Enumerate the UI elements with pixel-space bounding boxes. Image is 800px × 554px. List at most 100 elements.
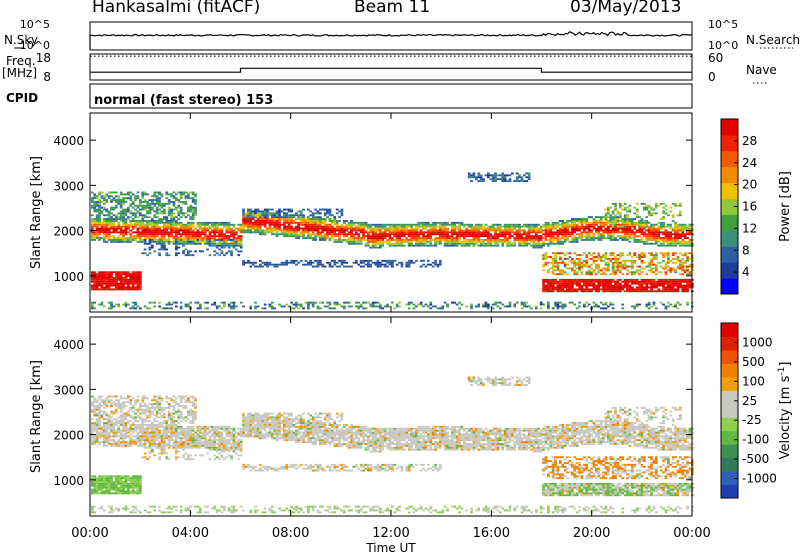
scatter-cell (127, 240, 130, 243)
scatter-cell (175, 301, 178, 304)
scatter-cell (547, 239, 550, 241)
scatter-cell (143, 223, 147, 226)
scatter-cell (220, 301, 224, 304)
scatter-cell (105, 195, 109, 198)
scatter-cell (386, 223, 389, 226)
scatter-cell (187, 237, 190, 239)
scatter-cell (621, 218, 625, 220)
scatter-cell (635, 235, 639, 238)
scatter-cell (100, 425, 104, 428)
scatter-cell (203, 225, 207, 228)
scatter-cell (419, 237, 423, 239)
scatter-cell (547, 301, 550, 304)
scatter-cell (278, 227, 281, 230)
scatter-cell (669, 210, 673, 213)
scatter-cell (100, 210, 104, 213)
scatter-cell (98, 435, 101, 438)
scatter-cell (439, 221, 442, 224)
scatter-cell (203, 235, 207, 238)
scatter-cell (158, 225, 161, 228)
scatter-cell (103, 443, 106, 445)
scatter-cell (688, 280, 692, 283)
scatter-cell (199, 231, 202, 234)
scatter-cell (376, 233, 380, 236)
scatter-cell (650, 206, 653, 209)
scatter-cell (287, 227, 291, 230)
scatter-cell (523, 239, 526, 241)
scatter-cell (184, 235, 188, 238)
scatter-cell (319, 225, 322, 228)
scatter-cell (139, 208, 142, 211)
scatter-cell (477, 233, 481, 236)
scatter-cell (443, 227, 447, 230)
scatter-cell (98, 280, 101, 283)
scatter-cell (271, 223, 274, 226)
scatter-cell (501, 225, 505, 228)
scatter-cell (134, 235, 137, 238)
scatter-cell (614, 280, 617, 283)
scatter-cell (155, 225, 159, 228)
scatter-cell (119, 286, 123, 289)
scatter-cell (352, 229, 356, 232)
scatter-cell (215, 231, 219, 234)
scatter-cell (539, 301, 543, 304)
scatter-cell (230, 229, 233, 232)
scatter-cell (587, 282, 591, 285)
scatter-cell (554, 242, 557, 245)
scatter-cell (595, 259, 598, 262)
scatter-cell (201, 239, 205, 241)
scatter-cell (628, 227, 632, 230)
scatter-cell (131, 235, 135, 238)
scatter-cell (227, 246, 231, 249)
scatter-cell (578, 254, 581, 257)
scatter-cell (148, 216, 152, 219)
scatter-cell (597, 235, 601, 238)
scatter-cell (302, 220, 305, 222)
scatter-cell (595, 305, 598, 308)
scatter-cell (611, 265, 615, 268)
scatter-cell (280, 233, 284, 236)
scatter-cell (201, 221, 205, 224)
scatter-cell (554, 227, 557, 230)
scatter-cell (638, 282, 641, 285)
scatter-cell (95, 197, 99, 200)
scatter-cell (590, 258, 593, 260)
scatter-cell (110, 307, 113, 310)
scatter-cell (115, 240, 118, 243)
scatter-cell (599, 220, 603, 222)
scatter-cell (527, 172, 531, 175)
scatter-cell (465, 233, 469, 236)
scatter-cell (539, 231, 543, 234)
scatter-cell (191, 216, 195, 219)
scatter-cell (261, 221, 265, 224)
scatter-cell (167, 233, 171, 236)
scatter-cell (376, 305, 380, 308)
scatter-cell (621, 221, 625, 224)
scatter-cell (93, 475, 97, 478)
scatter-cell (124, 227, 128, 230)
scatter-cell (343, 233, 346, 236)
scatter-cell (494, 301, 497, 304)
scatter-cell (129, 237, 133, 239)
scatter-cell (674, 280, 677, 283)
scatter-cell (662, 288, 665, 291)
scatter-cell (191, 223, 195, 226)
scatter-cell (98, 433, 101, 436)
scatter-cell (93, 484, 97, 487)
scatter-cell (266, 221, 269, 224)
scatter-cell (225, 244, 229, 247)
scatter-cell (98, 405, 101, 407)
scatter-cell (681, 258, 685, 260)
scatter-cell (688, 233, 692, 236)
scatter-cell (686, 258, 689, 260)
scatter-cell (107, 233, 111, 236)
scatter-cell (561, 286, 565, 289)
scatter-cell (141, 197, 145, 200)
scatter-cell (525, 305, 529, 308)
scatter-cell (278, 212, 281, 215)
scatter-cell (131, 220, 135, 222)
scatter-cell (117, 197, 121, 200)
scatter-cell (638, 216, 641, 219)
scatter-cell (395, 231, 399, 234)
scatter-cell (98, 277, 101, 279)
